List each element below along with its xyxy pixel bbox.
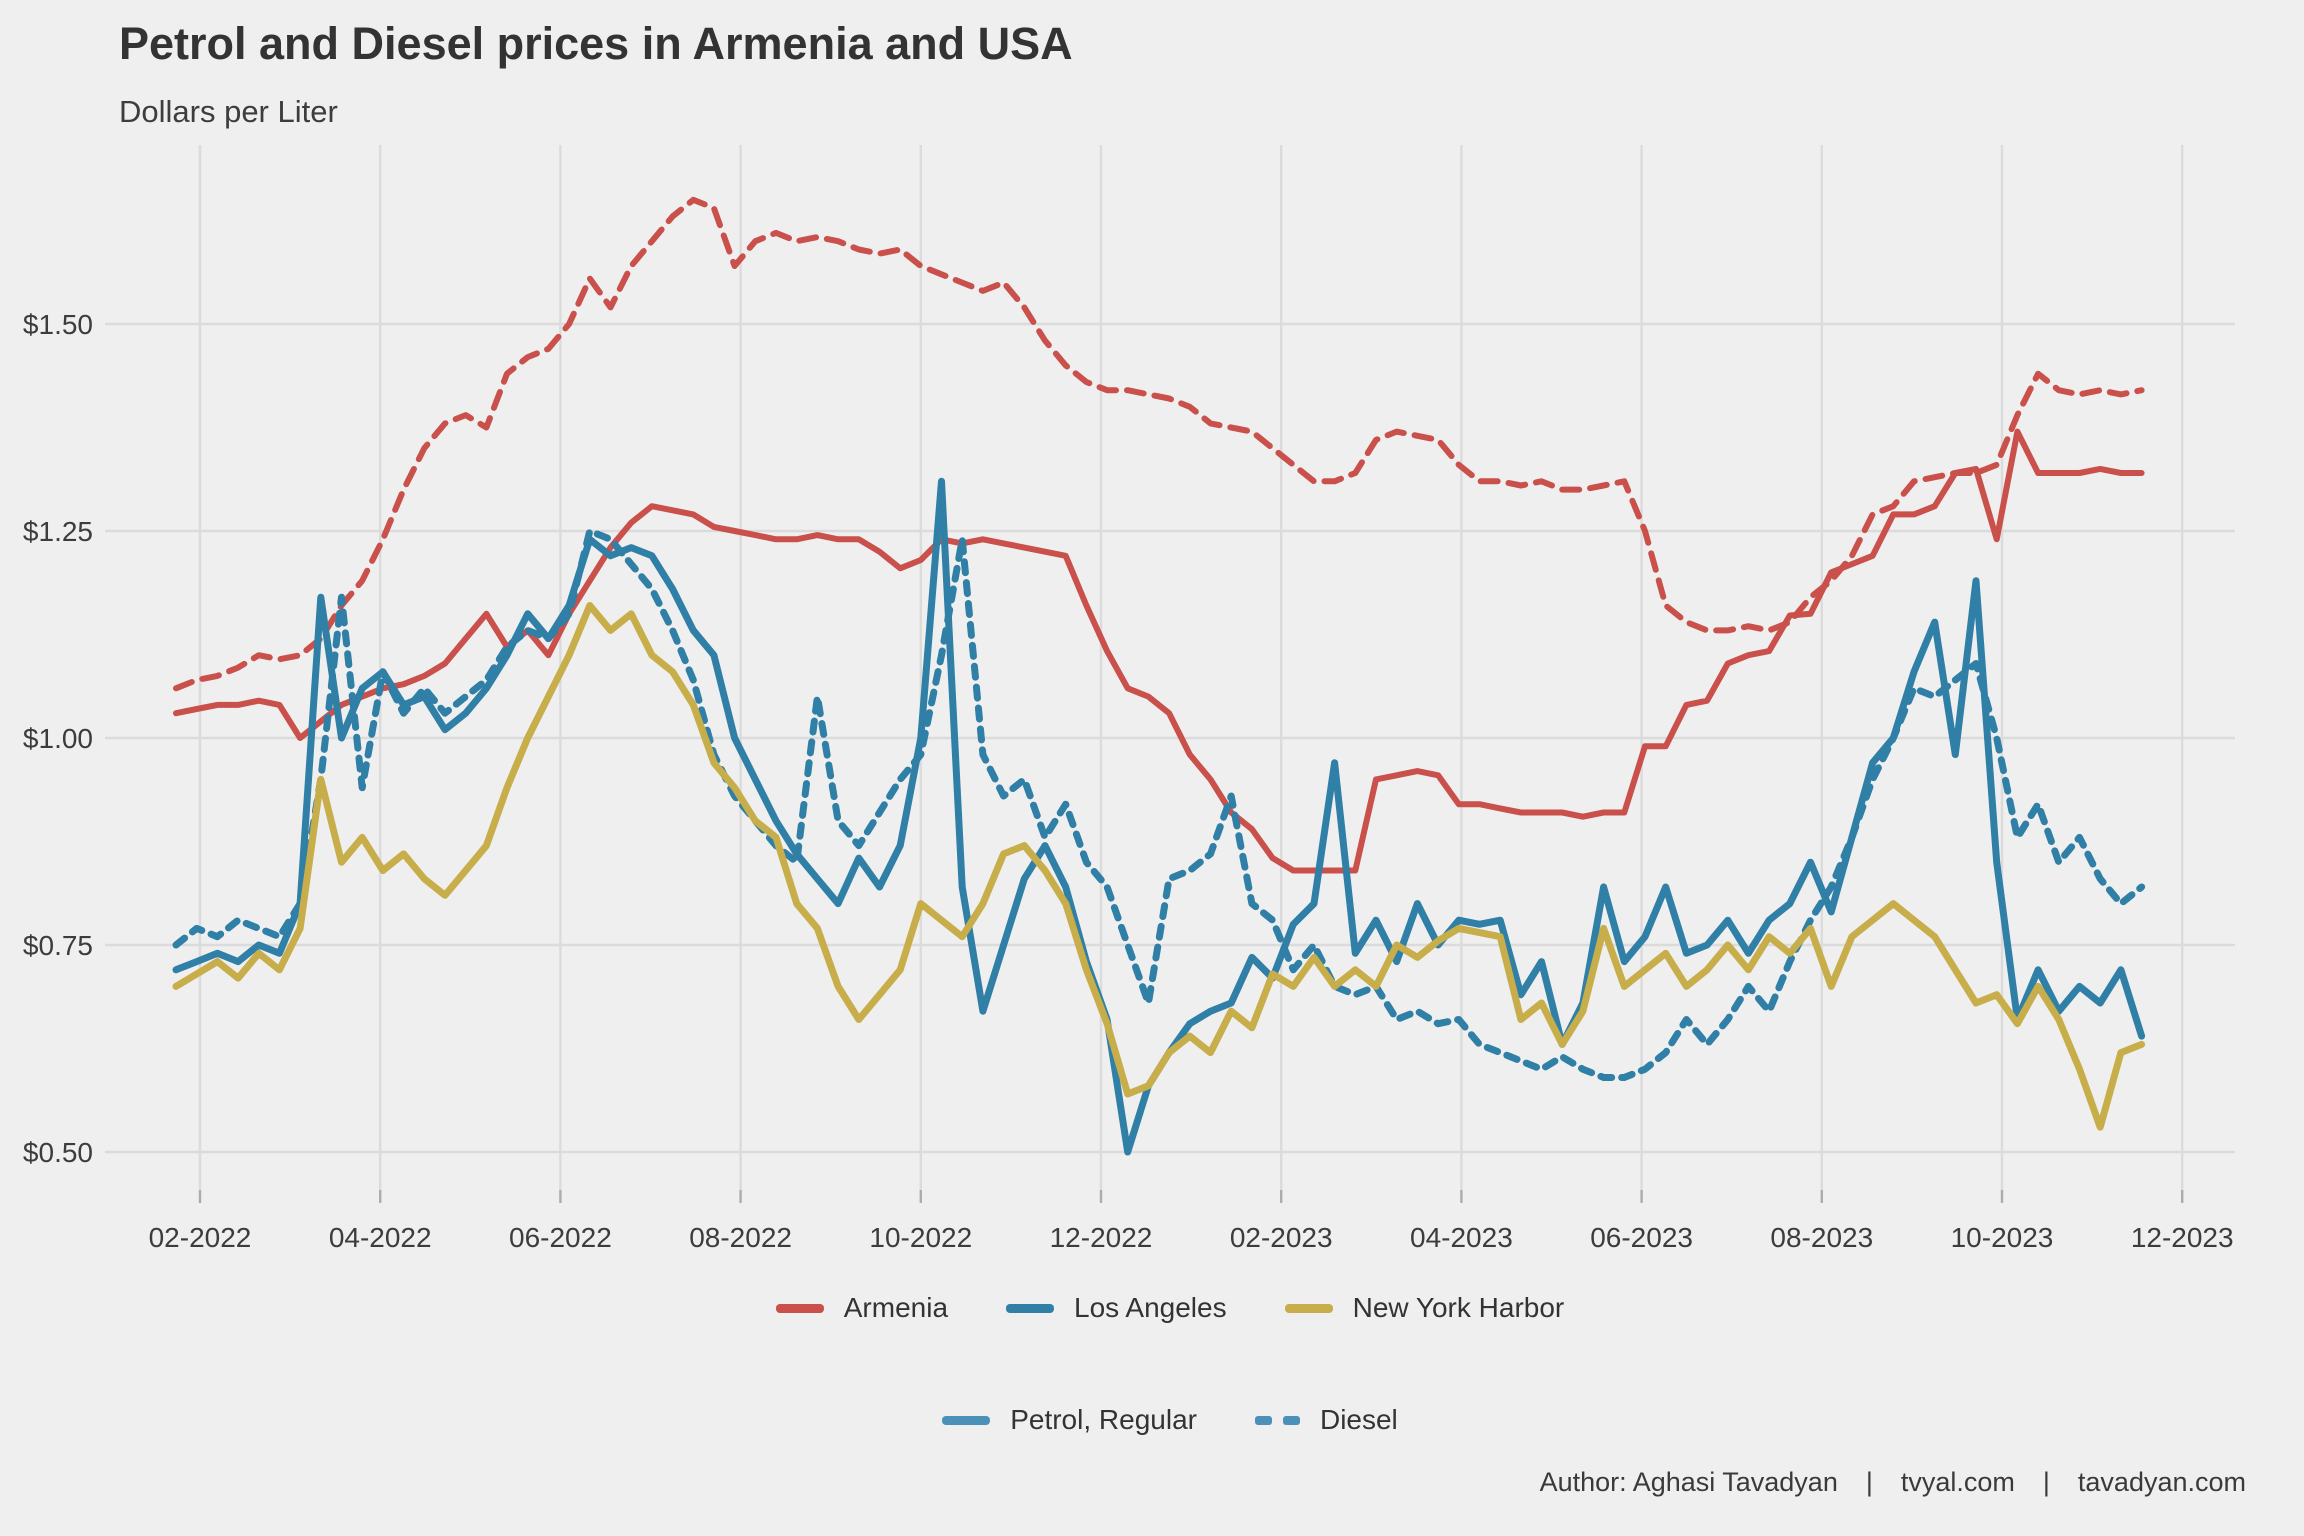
x-tick-label: 06-2022 [509, 1222, 612, 1253]
x-tick-label: 04-2023 [1410, 1222, 1513, 1253]
footer-link-tvyal: tvyal.com [1900, 1467, 2015, 1497]
x-tick-label: 10-2022 [869, 1222, 972, 1253]
x-tick-label: 06-2023 [1590, 1222, 1693, 1253]
x-axis-ticks [198, 1190, 2184, 1203]
chart-subtitle: Dollars per Liter [119, 94, 338, 129]
legend-regions: Armenia Los Angeles New York Harbor [105, 1286, 2235, 1330]
footer-link-tavadyan: tavadyan.com [2077, 1467, 2246, 1497]
legend-label-new-york-harbor: New York Harbor [1352, 1292, 1565, 1323]
series-los-angeles-petrol-regular [172, 477, 2146, 1156]
los-angeles-swatch [1006, 1303, 1055, 1313]
legend-label-armenia: Armenia [843, 1292, 949, 1323]
legend-label-diesel: Diesel [1319, 1404, 1398, 1435]
chart-footer: Author: Aghasi Tavadyan | tvyal.com | ta… [1540, 1467, 2246, 1498]
x-axis-labels: 02-2022 04-2022 06-2022 08-2022 10-2022 12-20… [149, 1222, 2234, 1253]
armenia-swatch [775, 1303, 824, 1313]
x-tick-label: 08-2023 [1770, 1222, 1873, 1253]
y-tick-label: $1.50 [23, 309, 93, 340]
legend-item-los-angeles: Los Angeles [1006, 1292, 1227, 1324]
x-tick-label: 02-2022 [149, 1222, 252, 1253]
legend-item-petrol: Petrol, Regular [942, 1404, 1197, 1436]
y-axis-labels: $0.50 $0.75 $1.00 $1.25 $1.50 [23, 309, 93, 1168]
y-tick-label: $0.75 [23, 930, 93, 961]
series-los-angeles-diesel [172, 527, 2146, 1081]
series-new-york-harbor-petrol-regular [172, 602, 2146, 1131]
diesel-dashed-line-swatch [1254, 1415, 1300, 1425]
y-tick-label: $1.00 [23, 723, 93, 754]
x-tick-label: 12-2022 [1050, 1222, 1153, 1253]
legend-item-armenia: Armenia [775, 1292, 949, 1324]
x-tick-label: 08-2022 [689, 1222, 792, 1253]
legend-label-los-angeles: Los Angeles [1074, 1292, 1227, 1323]
legend-item-new-york-harbor: New York Harbor [1284, 1292, 1565, 1324]
legend-fuel-types: Petrol, Regular Diesel [105, 1398, 2235, 1442]
legend-item-diesel: Diesel [1254, 1404, 1398, 1436]
footer-separator: | [2042, 1467, 2050, 1497]
new-york-harbor-swatch [1284, 1303, 1333, 1313]
x-tick-label: 10-2023 [1951, 1222, 2054, 1253]
x-tick-label: 12-2023 [2131, 1222, 2234, 1253]
series-armenia-diesel [173, 196, 2145, 692]
x-tick-label: 04-2022 [329, 1222, 432, 1253]
x-tick-label: 02-2023 [1230, 1222, 1333, 1253]
footer-separator: | [1865, 1467, 1873, 1497]
series-armenia-petrol-regular [173, 428, 2145, 874]
page-title: Petrol and Diesel prices in Armenia and … [119, 18, 1073, 69]
y-tick-label: $0.50 [23, 1137, 93, 1168]
legend-label-petrol: Petrol, Regular [1010, 1404, 1197, 1435]
y-tick-label: $1.25 [23, 516, 93, 547]
petrol-solid-line-swatch [942, 1415, 991, 1425]
author-credit: Author: Aghasi Tavadyan [1539, 1467, 1838, 1497]
